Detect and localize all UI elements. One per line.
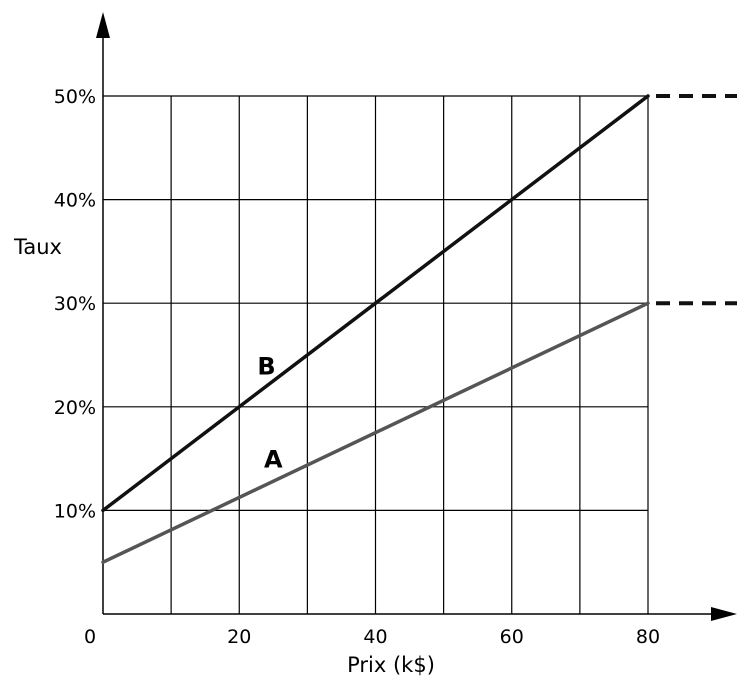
- series-label-a: A: [264, 446, 283, 474]
- axes: [96, 12, 737, 621]
- grid: [103, 95, 649, 614]
- x-axis-label: Prix (k$): [347, 653, 435, 677]
- y-tick-label-50: 50%: [54, 86, 96, 108]
- x-axis-arrow: [711, 607, 737, 621]
- x-tick-label-80: 80: [636, 626, 660, 648]
- series-line-b: [101, 94, 650, 513]
- y-tick-label-40: 40%: [54, 190, 96, 212]
- y-axis-label: Taux: [13, 235, 62, 259]
- series-label-b: B: [257, 352, 275, 380]
- tick-labels: 0 20 40 60 80 10% 20% 30% 40% 50%: [54, 86, 660, 648]
- series-line-a: [101, 301, 650, 564]
- x-tick-label-60: 60: [500, 626, 524, 648]
- y-tick-label-20: 20%: [54, 397, 96, 419]
- x-tick-label-0: 0: [84, 626, 96, 648]
- y-tick-label-10: 10%: [54, 500, 96, 522]
- y-tick-label-30: 30%: [54, 293, 96, 315]
- series-group: BA: [101, 94, 737, 564]
- y-axis-arrow: [96, 12, 110, 38]
- x-tick-label-40: 40: [363, 626, 387, 648]
- x-tick-label-20: 20: [227, 626, 251, 648]
